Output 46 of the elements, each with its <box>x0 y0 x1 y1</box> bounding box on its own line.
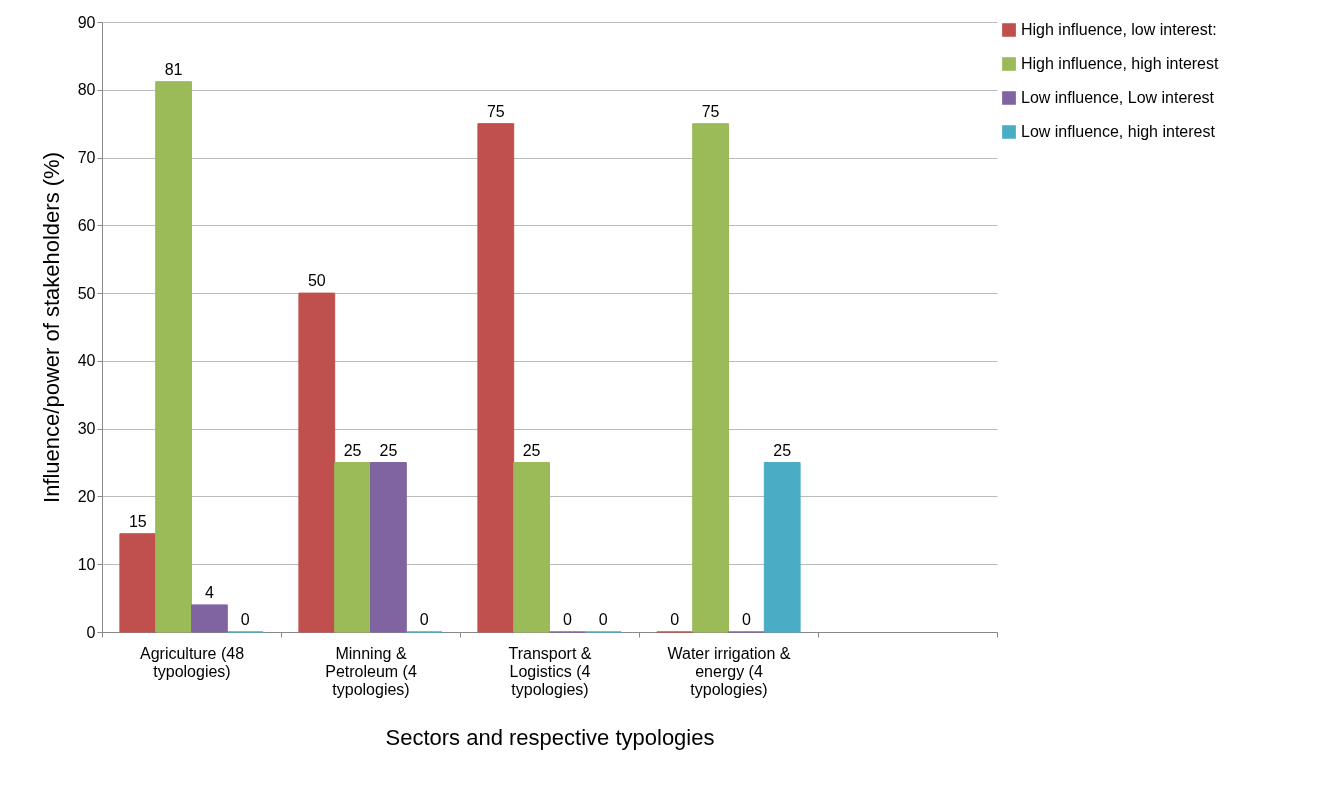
legend-label: High influence, low interest: <box>1021 21 1217 38</box>
data-label: 25 <box>773 441 792 459</box>
y-axis-title: Influence/power of stakeholders (%) <box>38 152 64 503</box>
y-tick-label: 90 <box>77 13 96 31</box>
y-tick-label: 70 <box>77 149 96 167</box>
data-label: 0 <box>240 611 250 628</box>
data-label: 0 <box>419 611 429 628</box>
data-label: 75 <box>486 102 505 120</box>
legend-label: High influence, high interest <box>1021 55 1220 72</box>
data-label: 75 <box>701 102 720 120</box>
x-axis-title: Sectors and respective typologies <box>385 724 715 750</box>
x-tick-label: Agriculture (48 typologies) <box>139 644 245 680</box>
bar <box>334 462 371 633</box>
bar <box>477 123 515 633</box>
bar <box>692 123 729 633</box>
data-label: 4 <box>204 583 214 601</box>
data-label: 81 <box>164 60 183 78</box>
legend-label: Low influence, Low interest <box>1021 89 1215 106</box>
x-tick-label: Minning & Petroleum (4 typologies) <box>325 644 417 698</box>
x-tick-label: Transport & Logistics (4 typologies) <box>508 644 592 698</box>
bar <box>119 533 157 633</box>
x-tick-label: Water irrigation & energy (4 typologies) <box>667 644 791 698</box>
bar <box>513 462 550 633</box>
y-tick-label: 0 <box>86 623 96 641</box>
y-tick-label: 10 <box>77 555 96 573</box>
y-tick-label: 20 <box>77 487 96 505</box>
data-label: 0 <box>598 611 608 628</box>
data-label: 25 <box>343 441 362 459</box>
bar <box>763 462 801 633</box>
y-tick-label: 30 <box>77 420 96 438</box>
legend-label: Low influence, high interest <box>1021 123 1216 140</box>
data-label: 0 <box>741 611 751 628</box>
bar <box>298 292 336 633</box>
data-label: 25 <box>379 441 398 459</box>
y-tick-label: 60 <box>77 216 96 234</box>
data-label: 0 <box>562 611 572 628</box>
data-label: 15 <box>128 512 147 530</box>
data-label: 25 <box>522 441 541 459</box>
bar <box>155 81 192 633</box>
y-tick-label: 80 <box>77 81 96 99</box>
y-tick-label: 50 <box>77 284 96 302</box>
data-label: 50 <box>307 272 326 290</box>
data-label: 0 <box>670 611 680 628</box>
bar <box>191 604 228 633</box>
bar <box>370 462 407 633</box>
y-tick-label: 40 <box>77 352 96 370</box>
